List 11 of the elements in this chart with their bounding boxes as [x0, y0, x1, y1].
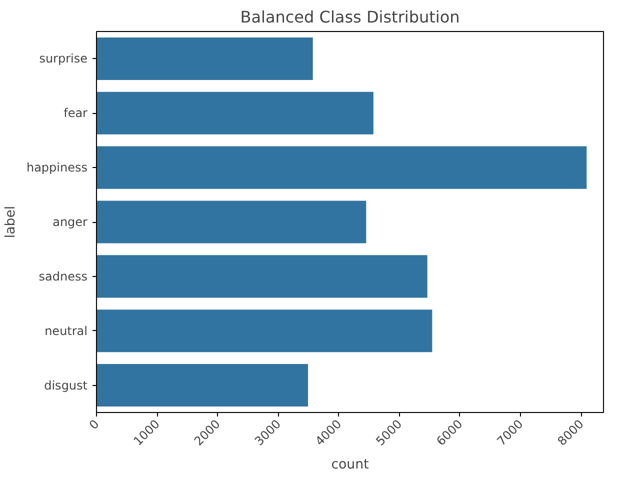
y-axis-title: label [3, 206, 18, 238]
y-tick-label: disgust [44, 378, 88, 392]
y-tick-label: anger [52, 215, 88, 229]
x-axis-title: count [331, 457, 369, 472]
chart-title: Balanced Class Distribution [240, 8, 460, 26]
y-tick-label: fear [64, 106, 88, 120]
y-tick-label: surprise [39, 52, 88, 66]
y-tick-label: happiness [26, 160, 88, 175]
y-tick-label: sadness [38, 269, 88, 284]
x-tick-label: 0 [86, 416, 102, 432]
y-tick-label: neutral [44, 324, 88, 338]
